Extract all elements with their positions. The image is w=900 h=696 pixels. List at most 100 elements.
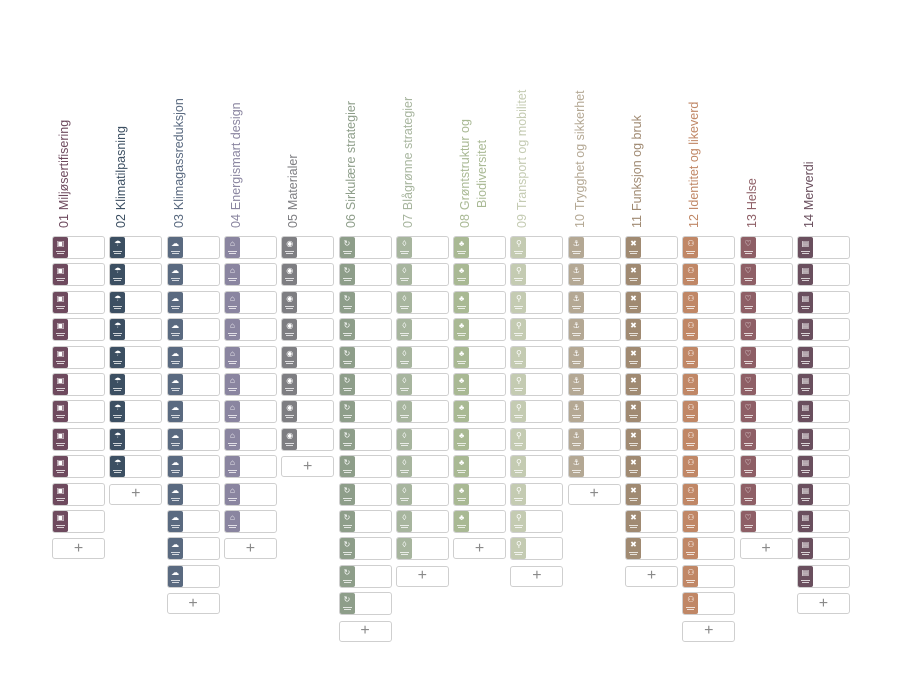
card[interactable]: ☂: [109, 400, 163, 424]
card[interactable]: ✖: [625, 373, 678, 396]
card[interactable]: ◉: [281, 236, 335, 259]
card[interactable]: ♣: [453, 482, 507, 506]
card[interactable]: ▣: [52, 455, 105, 479]
add-card-button[interactable]: +: [739, 538, 793, 560]
card[interactable]: ◊: [395, 290, 449, 314]
card[interactable]: ⚲: [510, 318, 564, 342]
card[interactable]: ⌂: [223, 510, 277, 533]
card[interactable]: ▤: [796, 455, 850, 479]
card[interactable]: ☂: [109, 318, 163, 342]
card[interactable]: ♣: [453, 373, 507, 396]
card[interactable]: ⌂: [223, 236, 277, 259]
card[interactable]: ◊: [395, 263, 449, 287]
card[interactable]: ☁: [166, 373, 220, 396]
card[interactable]: ⚇: [682, 373, 736, 396]
card[interactable]: ☂: [109, 373, 163, 396]
card[interactable]: ⌂: [223, 482, 277, 506]
card[interactable]: ☂: [109, 263, 163, 287]
card[interactable]: ⚓: [567, 318, 621, 342]
card[interactable]: ↻: [338, 236, 392, 259]
card[interactable]: ⌂: [223, 290, 277, 314]
card[interactable]: ▤: [796, 400, 850, 424]
card[interactable]: ♣: [453, 427, 507, 451]
add-card-button[interactable]: +: [166, 593, 220, 615]
card[interactable]: ◉: [281, 400, 335, 424]
card[interactable]: ◊: [395, 400, 449, 424]
card[interactable]: ☁: [166, 455, 220, 479]
add-card-button[interactable]: +: [52, 538, 105, 560]
card[interactable]: ⌂: [223, 263, 277, 287]
card[interactable]: ⚇: [682, 400, 736, 424]
card[interactable]: ⚲: [510, 373, 564, 396]
card[interactable]: ◉: [281, 263, 335, 287]
card[interactable]: ▤: [796, 318, 850, 342]
card[interactable]: ◊: [395, 318, 449, 342]
card[interactable]: ☁: [166, 510, 220, 533]
add-card-button[interactable]: +: [510, 565, 564, 587]
card[interactable]: ♡: [739, 510, 793, 533]
card[interactable]: ☂: [109, 345, 163, 369]
card[interactable]: ⚇: [682, 537, 736, 561]
card[interactable]: ⚲: [510, 400, 564, 424]
card[interactable]: ⚇: [682, 263, 736, 287]
card[interactable]: ◊: [395, 482, 449, 506]
card[interactable]: ⚓: [567, 427, 621, 451]
card[interactable]: ↻: [338, 318, 392, 342]
card[interactable]: ✖: [625, 345, 678, 369]
card[interactable]: ▤: [796, 564, 850, 588]
card[interactable]: ✖: [625, 400, 678, 424]
card[interactable]: ⚲: [510, 537, 564, 561]
card[interactable]: ✖: [625, 290, 678, 314]
card[interactable]: ◉: [281, 373, 335, 396]
card[interactable]: ↻: [338, 290, 392, 314]
card[interactable]: ◊: [395, 345, 449, 369]
card[interactable]: ⚓: [567, 290, 621, 314]
card[interactable]: ☁: [166, 345, 220, 369]
card[interactable]: ⚓: [567, 236, 621, 259]
add-card-button[interactable]: +: [281, 456, 335, 478]
card[interactable]: ▤: [796, 427, 850, 451]
card[interactable]: ▣: [52, 345, 105, 369]
card[interactable]: ☁: [166, 263, 220, 287]
add-card-button[interactable]: +: [567, 483, 621, 505]
card[interactable]: ♣: [453, 345, 507, 369]
card[interactable]: ☁: [166, 318, 220, 342]
card[interactable]: ◊: [395, 510, 449, 533]
card[interactable]: ✖: [625, 537, 678, 561]
card[interactable]: ♡: [739, 236, 793, 259]
card[interactable]: ✖: [625, 510, 678, 533]
card[interactable]: ⚓: [567, 373, 621, 396]
card[interactable]: ↻: [338, 400, 392, 424]
card[interactable]: ✖: [625, 427, 678, 451]
card[interactable]: ⚲: [510, 510, 564, 533]
card[interactable]: ☁: [166, 400, 220, 424]
card[interactable]: ☂: [109, 236, 163, 259]
card[interactable]: ◉: [281, 427, 335, 451]
card[interactable]: ◊: [395, 427, 449, 451]
card[interactable]: ↻: [338, 263, 392, 287]
card[interactable]: ⚓: [567, 455, 621, 479]
card[interactable]: ▤: [796, 236, 850, 259]
card[interactable]: ♣: [453, 236, 507, 259]
card[interactable]: ☁: [166, 482, 220, 506]
card[interactable]: ⌂: [223, 373, 277, 396]
add-card-button[interactable]: +: [682, 620, 736, 642]
card[interactable]: ♡: [739, 290, 793, 314]
card[interactable]: ⚇: [682, 482, 736, 506]
card[interactable]: ⚓: [567, 263, 621, 287]
card[interactable]: ⚇: [682, 510, 736, 533]
card[interactable]: ⚲: [510, 482, 564, 506]
card[interactable]: ▤: [796, 510, 850, 533]
card[interactable]: ↻: [338, 427, 392, 451]
card[interactable]: ▣: [52, 510, 105, 533]
card[interactable]: ▣: [52, 236, 105, 259]
card[interactable]: ▣: [52, 373, 105, 396]
card[interactable]: ⚲: [510, 455, 564, 479]
card[interactable]: ⚲: [510, 345, 564, 369]
card[interactable]: ♡: [739, 400, 793, 424]
add-card-button[interactable]: +: [453, 538, 507, 560]
card[interactable]: ♣: [453, 290, 507, 314]
card[interactable]: ⚓: [567, 345, 621, 369]
card[interactable]: ☂: [109, 290, 163, 314]
card[interactable]: ☂: [109, 427, 163, 451]
